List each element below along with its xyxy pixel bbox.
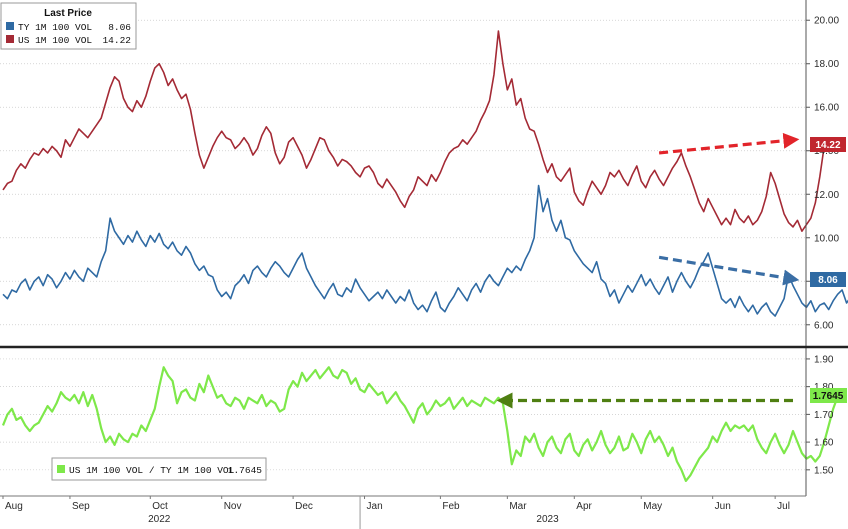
last-price-tag-ty-bg [810, 272, 846, 287]
dashed-arrow-0-1 [658, 255, 800, 286]
y-tick-label-0-0: 20.00 [814, 16, 839, 27]
x-tick-label-0: Aug [5, 501, 23, 512]
x-tick-label-6: Feb [442, 501, 460, 512]
legend-value-us: 14.22 [102, 35, 131, 46]
series-line-0-0 [2, 30, 826, 233]
bottom-legend-box [51, 457, 267, 481]
x-tick-label-9: May [643, 501, 662, 512]
last-price-tag-us-text: 14.22 [815, 140, 840, 151]
y-tick-label-1-4: 1.50 [814, 465, 834, 476]
dashed-arrow-0-0 [658, 132, 800, 155]
legend-value-ratio: 1.7645 [228, 465, 263, 476]
y-tick-label-0-7: 6.00 [814, 320, 834, 331]
series-line-1-0 [1, 366, 839, 483]
y-tick-label-0-1: 18.00 [814, 59, 839, 70]
x-tick-label-8: Apr [576, 501, 592, 512]
legend-swatch-us [6, 35, 14, 43]
x-tick-label-10: Jun [715, 501, 731, 512]
x-year-label-1: 2023 [536, 514, 559, 525]
x-tick-label-5: Jan [367, 501, 383, 512]
x-tick-label-1: Sep [72, 501, 90, 512]
bottom-legend: US 1M 100 VOL / TY 1M 100 VOL 1.7645 [51, 457, 267, 481]
y-tick-label-1-0: 1.90 [814, 354, 834, 365]
x-tick-label-2: Oct [152, 501, 168, 512]
annotation-layer [496, 132, 800, 409]
legend-label-us: US 1M 100 VOL [18, 35, 92, 46]
last-price-tag-ratio-bg [810, 388, 847, 403]
x-tick-label-4: Dec [295, 501, 313, 512]
legend-title: Last Price [44, 8, 92, 19]
last-price-tag-us-bg [810, 137, 846, 152]
top-legend-box [0, 2, 137, 50]
x-tick-label-11: Jul [777, 501, 790, 512]
last-price-tag-ratio-text: 1.7645 [813, 391, 844, 402]
grid-layer [0, 19, 806, 471]
y-tick-label-0-4: 12.00 [814, 190, 839, 201]
legend-label-ty: TY 1M 100 VOL [18, 22, 92, 33]
legend-label-ratio: US 1M 100 VOL / TY 1M 100 VOL [69, 465, 235, 476]
x-tick-label-3: Nov [224, 501, 242, 512]
y-tick-label-1-1: 1.80 [814, 382, 834, 393]
last-price-tag-ty-text: 8.06 [818, 275, 838, 286]
series-line-0-1 [2, 184, 848, 317]
x-tick-label-7: Mar [509, 501, 527, 512]
series-layer [1, 30, 848, 483]
legend-value-ty: 8.06 [108, 22, 131, 33]
y-tick-label-1-2: 1.70 [814, 410, 834, 421]
legend-swatch-ratio [57, 465, 65, 473]
last-price-tag-us: 14.22 [810, 137, 846, 152]
y-tick-label-0-2: 16.00 [814, 103, 839, 114]
y-tick-label-1-3: 1.60 [814, 438, 834, 449]
last-price-tag-ty: 8.06 [810, 272, 846, 287]
top-legend: Last Price TY 1M 100 VOL 8.06 US 1M 100 … [0, 2, 137, 50]
last-price-tag-ratio: 1.7645 [810, 388, 847, 403]
y-tick-label-0-5: 10.00 [814, 233, 839, 244]
x-year-label-0: 2022 [148, 514, 171, 525]
legend-swatch-ty [6, 22, 14, 30]
